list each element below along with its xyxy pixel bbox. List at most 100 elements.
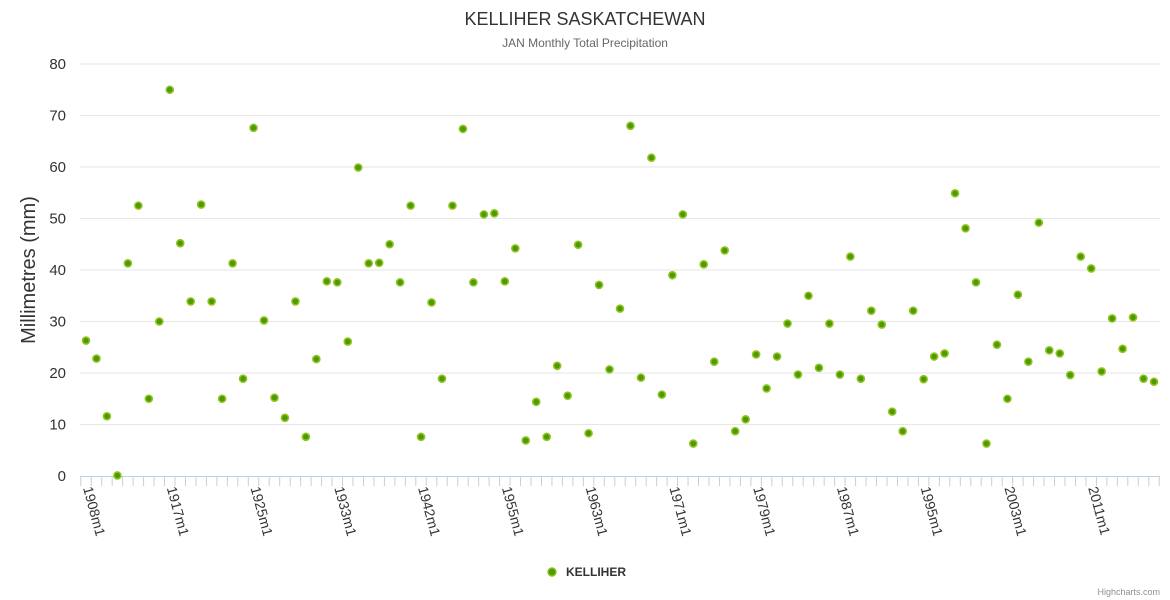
data-point[interactable] xyxy=(626,121,635,131)
data-point[interactable] xyxy=(877,320,887,329)
data-point[interactable] xyxy=(102,411,112,421)
data-point[interactable] xyxy=(1003,394,1012,404)
data-point[interactable] xyxy=(699,260,709,269)
data-point[interactable] xyxy=(751,350,761,359)
data-point[interactable] xyxy=(312,354,321,364)
data-point[interactable] xyxy=(804,291,813,301)
data-point[interactable] xyxy=(866,306,876,315)
data-point[interactable] xyxy=(772,352,782,361)
data-point[interactable] xyxy=(92,354,101,363)
data-point[interactable] xyxy=(353,163,363,172)
data-point[interactable] xyxy=(814,363,824,373)
data-point[interactable] xyxy=(1107,314,1117,323)
data-point[interactable] xyxy=(469,278,478,287)
data-point[interactable] xyxy=(1013,290,1023,300)
data-point[interactable] xyxy=(301,432,311,442)
data-point[interactable] xyxy=(322,277,332,286)
data-point[interactable] xyxy=(395,278,405,287)
credits-link[interactable]: Highcharts.com xyxy=(1097,587,1160,597)
data-point[interactable] xyxy=(259,316,269,325)
data-point[interactable] xyxy=(238,374,248,383)
data-point[interactable] xyxy=(270,393,279,403)
data-point[interactable] xyxy=(385,239,394,249)
data-point[interactable] xyxy=(123,259,133,268)
data-point[interactable] xyxy=(406,201,415,210)
data-point[interactable] xyxy=(280,413,290,423)
data-point[interactable] xyxy=(1034,218,1044,227)
data-point[interactable] xyxy=(584,428,593,438)
data-point[interactable] xyxy=(950,188,960,198)
data-point[interactable] xyxy=(709,357,719,366)
data-point[interactable] xyxy=(615,304,625,313)
data-point[interactable] xyxy=(510,244,520,253)
data-point[interactable] xyxy=(762,384,771,393)
data-point[interactable] xyxy=(961,223,970,233)
data-point[interactable] xyxy=(134,201,143,210)
data-point[interactable] xyxy=(1149,377,1159,387)
data-point[interactable] xyxy=(374,258,384,268)
data-point[interactable] xyxy=(898,426,908,436)
data-point[interactable] xyxy=(657,390,667,399)
data-point[interactable] xyxy=(364,259,374,268)
data-point[interactable] xyxy=(1024,357,1033,366)
data-point[interactable] xyxy=(1097,367,1106,376)
data-point[interactable] xyxy=(479,210,489,219)
data-point[interactable] xyxy=(332,278,342,287)
data-point[interactable] xyxy=(437,374,447,383)
data-point[interactable] xyxy=(175,238,185,248)
data-point[interactable] xyxy=(594,280,604,290)
data-point[interactable] xyxy=(563,391,572,400)
data-point[interactable] xyxy=(605,365,614,374)
data-point[interactable] xyxy=(730,426,740,436)
data-point[interactable] xyxy=(647,153,656,163)
data-point[interactable] xyxy=(113,471,122,480)
data-point[interactable] xyxy=(919,374,928,384)
data-point[interactable] xyxy=(1065,370,1075,380)
data-point[interactable] xyxy=(490,209,499,218)
data-point[interactable] xyxy=(217,394,227,404)
data-point[interactable] xyxy=(668,270,677,280)
data-point[interactable] xyxy=(249,123,258,133)
data-point[interactable] xyxy=(1044,346,1054,355)
data-point[interactable] xyxy=(1076,252,1086,261)
data-point[interactable] xyxy=(542,432,552,442)
data-point[interactable] xyxy=(636,373,646,382)
data-point[interactable] xyxy=(458,124,468,134)
data-point[interactable] xyxy=(992,340,1002,349)
data-point[interactable] xyxy=(846,252,855,261)
data-point[interactable] xyxy=(929,352,939,361)
data-point[interactable] xyxy=(971,278,981,287)
data-point[interactable] xyxy=(783,319,792,328)
data-point[interactable] xyxy=(1118,344,1127,354)
data-point[interactable] xyxy=(835,370,845,379)
data-point[interactable] xyxy=(856,374,866,383)
data-point[interactable] xyxy=(688,439,698,448)
data-point[interactable] xyxy=(552,361,562,371)
data-point[interactable] xyxy=(416,432,426,442)
data-point[interactable] xyxy=(887,407,897,416)
data-point[interactable] xyxy=(207,297,216,306)
data-point[interactable] xyxy=(427,298,436,307)
data-point[interactable] xyxy=(1128,313,1138,322)
data-point[interactable] xyxy=(573,240,583,250)
data-point[interactable] xyxy=(186,297,196,306)
data-point[interactable] xyxy=(908,306,918,315)
data-point[interactable] xyxy=(1055,349,1065,358)
data-point[interactable] xyxy=(81,336,91,345)
data-point[interactable] xyxy=(825,319,834,328)
data-point[interactable] xyxy=(343,337,353,346)
data-point[interactable] xyxy=(1139,374,1148,383)
legend-item-kelliher[interactable]: KELLIHER xyxy=(547,565,626,579)
data-point[interactable] xyxy=(678,210,688,219)
data-point[interactable] xyxy=(154,317,164,326)
data-point[interactable] xyxy=(741,415,750,424)
data-point[interactable] xyxy=(940,349,949,358)
data-point[interactable] xyxy=(228,259,237,268)
data-point[interactable] xyxy=(500,277,510,286)
data-point[interactable] xyxy=(1086,264,1096,273)
data-point[interactable] xyxy=(720,246,730,255)
data-point[interactable] xyxy=(144,394,154,404)
data-point[interactable] xyxy=(982,439,991,448)
data-point[interactable] xyxy=(291,297,300,306)
data-point[interactable] xyxy=(196,200,206,209)
